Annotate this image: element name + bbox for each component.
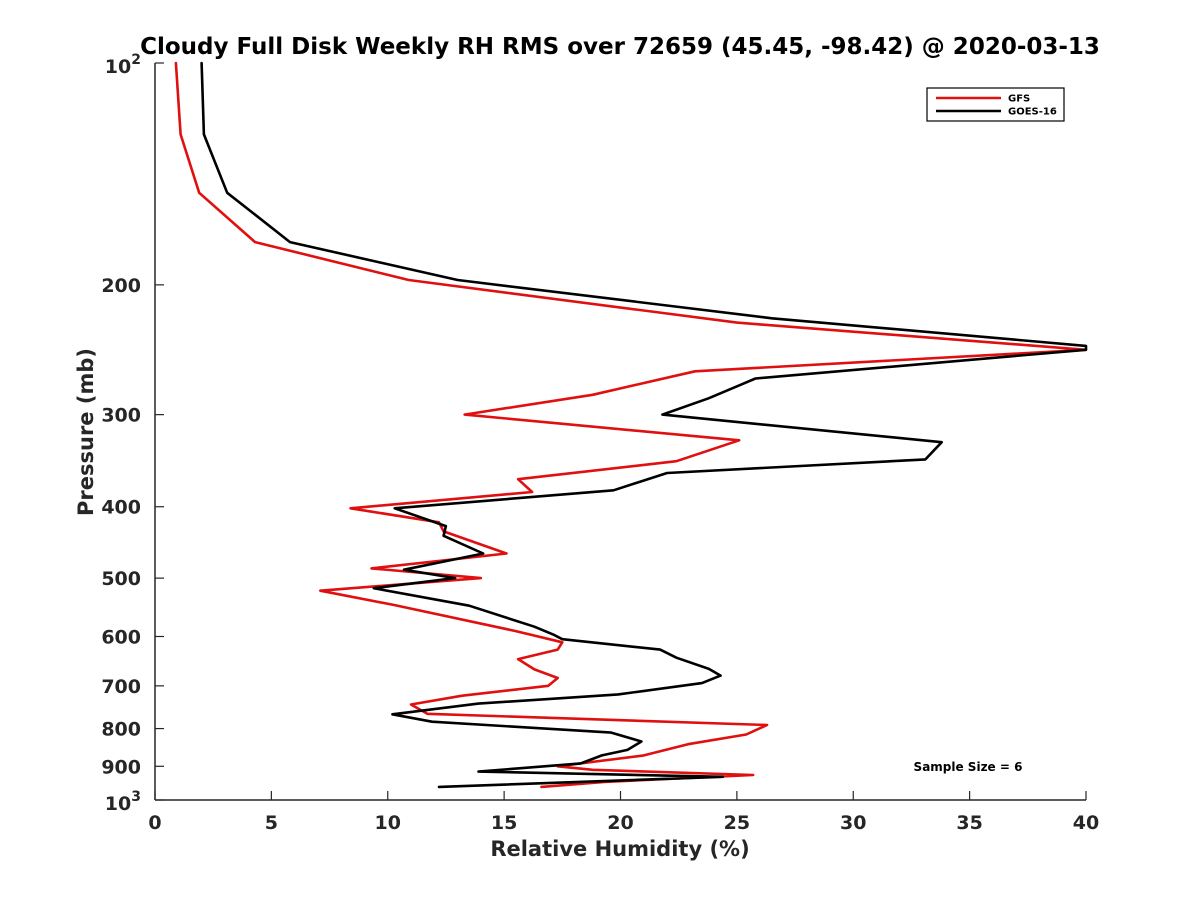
y-tick-label: 102 — [105, 52, 141, 78]
sample-size-annotation: Sample Size = 6 — [914, 760, 1023, 774]
y-tick-label: 700 — [101, 676, 141, 698]
x-tick-label: 20 — [607, 812, 633, 834]
x-tick-label: 10 — [375, 812, 401, 834]
y-tick-label: 300 — [101, 405, 141, 427]
x-tick-label: 5 — [265, 812, 278, 834]
y-tick-label: 500 — [101, 568, 141, 590]
x-axis-ticks: 0 5 10 15 20 25 30 35 40 — [148, 791, 1099, 834]
y-tick-label: 800 — [101, 719, 141, 741]
x-tick-label: 0 — [148, 812, 161, 834]
y-tick-label: 900 — [101, 756, 141, 778]
y-tick-label: 400 — [101, 497, 141, 519]
x-tick-label: 35 — [956, 812, 982, 834]
y-axis-ticks: 102 200 300 400 500 600 700 800 900 103 — [101, 52, 164, 815]
legend-label: GOES-16 — [1008, 107, 1057, 118]
x-tick-label: 30 — [840, 812, 866, 834]
series-line-gfs — [174, 61, 1088, 789]
legend-label: GFS — [1008, 94, 1030, 105]
y-tick-label: 600 — [101, 626, 141, 648]
y-tick-label: 103 — [105, 789, 141, 815]
y-tick-label: 200 — [101, 275, 141, 297]
x-tick-label: 40 — [1073, 812, 1099, 834]
legend: GFS GOES-16 — [926, 87, 1065, 122]
series-lines — [174, 61, 1088, 789]
legend-box — [926, 87, 1065, 122]
x-tick-label: 25 — [724, 812, 750, 834]
y-axis-label: Pressure (mb) — [74, 348, 98, 516]
chart-title: Cloudy Full Disk Weekly RH RMS over 7265… — [140, 34, 1100, 60]
x-tick-label: 15 — [491, 812, 517, 834]
x-axis-label: Relative Humidity (%) — [490, 837, 749, 861]
series-line-goes-16 — [200, 61, 1088, 789]
